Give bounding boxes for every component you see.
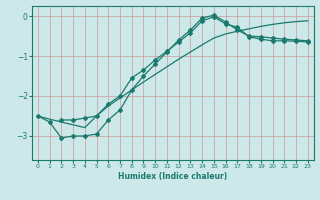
- X-axis label: Humidex (Indice chaleur): Humidex (Indice chaleur): [118, 172, 228, 181]
